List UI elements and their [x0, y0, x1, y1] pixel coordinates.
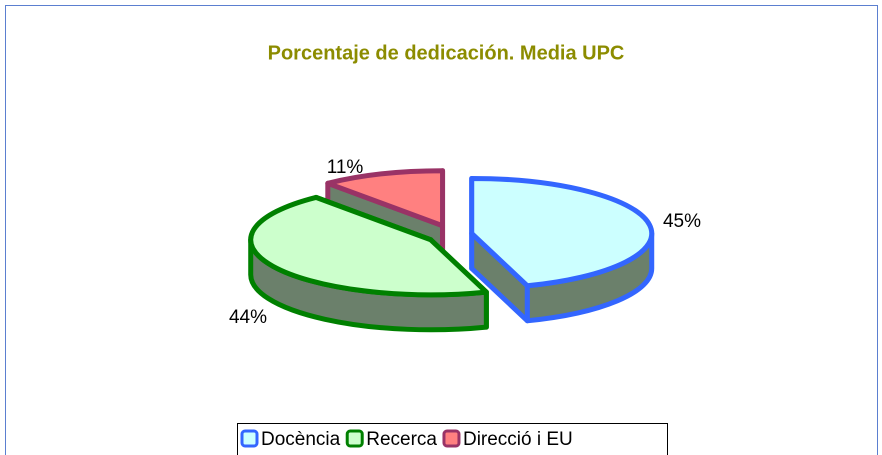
legend-swatch	[240, 429, 259, 448]
slice	[248, 194, 489, 333]
data-label: 45%	[663, 211, 701, 232]
legend-swatch	[345, 429, 364, 448]
data-label: 11%	[327, 157, 364, 178]
legend-label: Docència	[261, 429, 341, 450]
chart-title: Porcentaje de dedicación. Media UPC	[268, 42, 625, 64]
data-label: 44%	[229, 307, 267, 328]
slice-top	[469, 175, 655, 289]
pie: 11% 44% 45%	[229, 157, 701, 333]
slice	[469, 175, 655, 324]
slice-top	[325, 168, 446, 229]
legend-swatch	[442, 429, 461, 448]
legend: Docència Recerca Direcció i EU	[237, 423, 668, 455]
slice-top	[248, 194, 489, 298]
legend-label: Direcció i EU	[463, 429, 573, 450]
legend-label: Recerca	[366, 429, 437, 450]
